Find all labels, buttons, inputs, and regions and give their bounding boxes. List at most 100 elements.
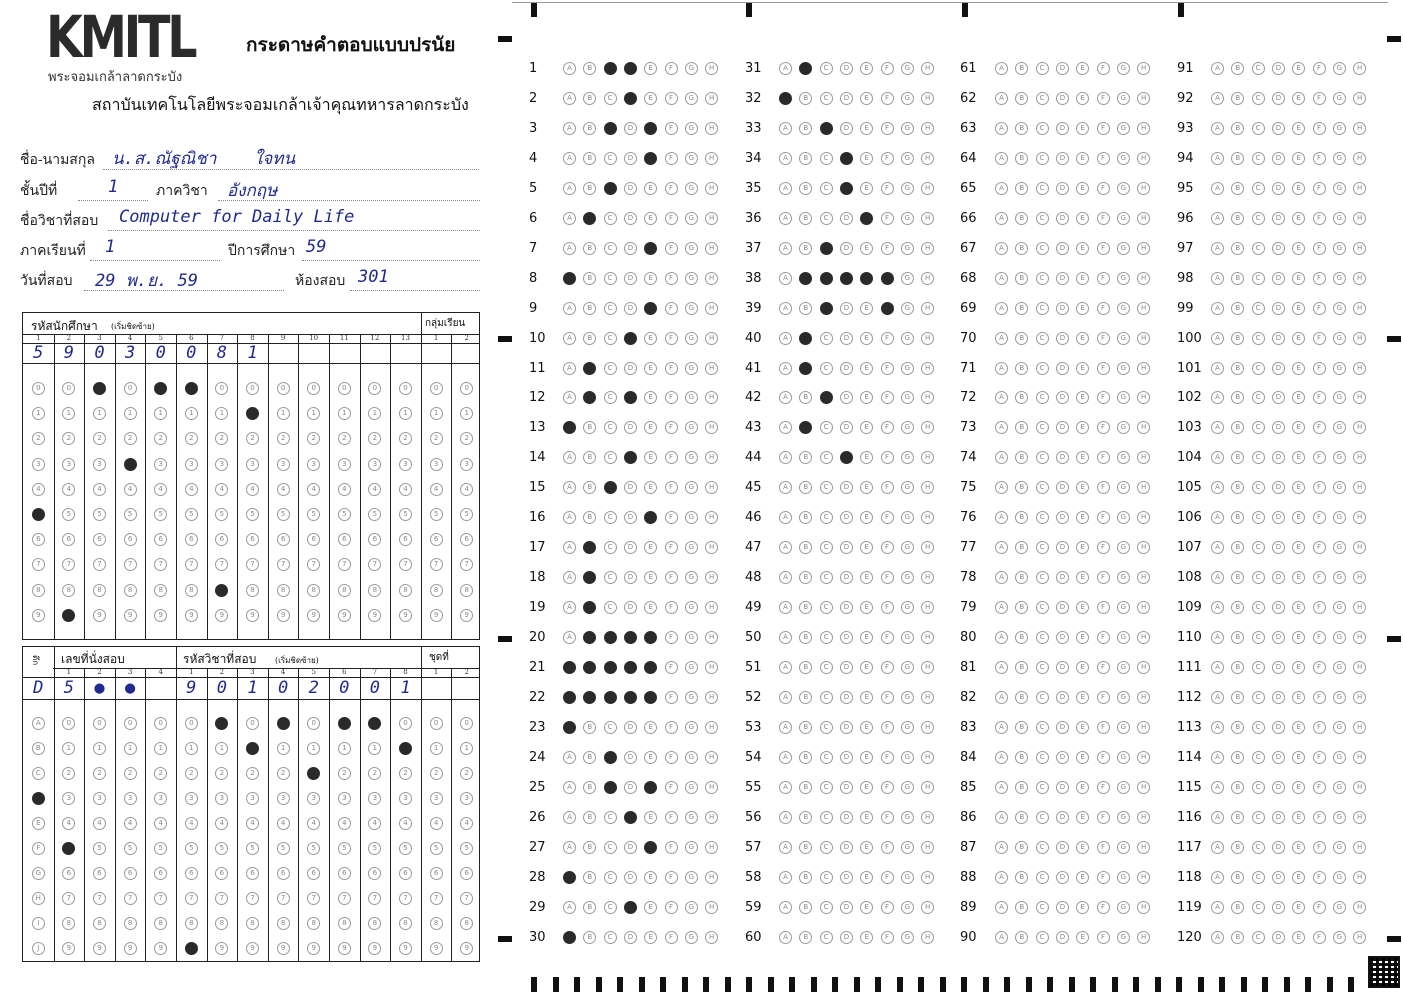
- digit-bubble[interactable]: 4: [460, 482, 474, 496]
- answer-bubble[interactable]: B: [799, 631, 813, 645]
- date-value[interactable]: 29 พ.ย. 59: [95, 271, 199, 291]
- answer-bubble[interactable]: B: [1231, 840, 1245, 854]
- answer-bubble[interactable]: D: [1271, 181, 1285, 195]
- answer-bubble[interactable]: F: [880, 271, 894, 285]
- subject-code-bubble[interactable]: 1: [184, 742, 198, 755]
- answer-bubble[interactable]: A: [779, 421, 792, 435]
- answer-bubble[interactable]: E: [644, 571, 658, 585]
- answer-bubble[interactable]: H: [1353, 930, 1367, 944]
- answer-bubble[interactable]: B: [583, 750, 597, 764]
- answer-bubble[interactable]: E: [644, 62, 658, 75]
- answer-bubble[interactable]: A: [779, 601, 792, 615]
- answer-bubble[interactable]: C: [1251, 571, 1265, 585]
- subject-code-bubble[interactable]: 4: [337, 817, 351, 830]
- student-id-digit[interactable]: 5: [33, 343, 44, 363]
- answer-bubble[interactable]: D: [1271, 62, 1285, 75]
- subject-code-digit[interactable]: 1: [400, 678, 411, 698]
- subject-code-bubble[interactable]: 9: [307, 942, 321, 955]
- answer-bubble[interactable]: G: [1332, 241, 1346, 255]
- answer-bubble[interactable]: F: [1312, 451, 1326, 465]
- answer-bubble[interactable]: H: [1137, 451, 1151, 465]
- answer-bubble[interactable]: D: [623, 121, 637, 135]
- seat-bubble[interactable]: 0: [93, 717, 106, 730]
- answer-bubble[interactable]: H: [1137, 900, 1151, 914]
- answer-bubble[interactable]: G: [1332, 331, 1346, 345]
- answer-bubble[interactable]: E: [644, 451, 658, 465]
- answer-bubble[interactable]: F: [880, 91, 894, 105]
- answer-bubble[interactable]: B: [1015, 900, 1029, 914]
- answer-bubble[interactable]: H: [1137, 571, 1151, 585]
- answer-bubble[interactable]: D: [1271, 930, 1285, 944]
- answer-bubble[interactable]: H: [705, 361, 719, 375]
- digit-bubble[interactable]: 3: [184, 457, 198, 471]
- answer-bubble[interactable]: A: [995, 391, 1008, 405]
- digit-bubble[interactable]: 2: [154, 432, 168, 446]
- answer-bubble[interactable]: A: [1211, 181, 1224, 195]
- digit-bubble[interactable]: 4: [215, 482, 229, 496]
- seat-bubble[interactable]: 8: [62, 917, 76, 930]
- answer-bubble[interactable]: B: [1231, 720, 1245, 734]
- answer-bubble[interactable]: C: [1035, 631, 1049, 645]
- answer-bubble[interactable]: E: [1292, 271, 1306, 285]
- digit-bubble[interactable]: 5: [154, 508, 168, 521]
- answer-bubble[interactable]: C: [603, 241, 617, 255]
- digit-bubble[interactable]: 7: [31, 558, 45, 572]
- answer-bubble[interactable]: B: [1231, 601, 1245, 615]
- set-bubble[interactable]: 3: [429, 792, 443, 805]
- answer-bubble[interactable]: B: [583, 601, 597, 615]
- answer-bubble[interactable]: D: [1055, 810, 1069, 824]
- answer-bubble[interactable]: B: [583, 541, 597, 555]
- answer-bubble[interactable]: C: [1251, 301, 1265, 315]
- digit-bubble[interactable]: 4: [31, 482, 45, 496]
- answer-bubble[interactable]: E: [1292, 331, 1306, 345]
- answer-bubble[interactable]: E: [644, 601, 658, 615]
- answer-bubble[interactable]: H: [1137, 211, 1151, 225]
- digit-bubble[interactable]: 9: [154, 608, 168, 622]
- digit-bubble[interactable]: 5: [337, 508, 351, 521]
- answer-bubble[interactable]: F: [1096, 361, 1110, 375]
- seat-bubble[interactable]: 9: [93, 942, 106, 955]
- answer-bubble[interactable]: D: [839, 421, 853, 435]
- answer-bubble[interactable]: F: [1312, 930, 1326, 944]
- answer-bubble[interactable]: H: [921, 780, 935, 794]
- dept-value[interactable]: อังกฤษ: [227, 181, 278, 201]
- answer-bubble[interactable]: E: [1076, 91, 1090, 105]
- set-bubble[interactable]: 8: [429, 917, 443, 930]
- set-digit[interactable]: [421, 678, 452, 698]
- answer-bubble[interactable]: G: [900, 151, 914, 165]
- answer-bubble[interactable]: H: [921, 91, 935, 105]
- answer-bubble[interactable]: F: [880, 780, 894, 794]
- answer-bubble[interactable]: F: [1096, 810, 1110, 824]
- subject-code-bubble[interactable]: 4: [399, 817, 412, 830]
- answer-bubble[interactable]: G: [1116, 690, 1130, 704]
- answer-bubble[interactable]: H: [1353, 780, 1367, 794]
- answer-bubble[interactable]: C: [819, 151, 833, 165]
- answer-bubble[interactable]: B: [1015, 810, 1029, 824]
- digit-bubble[interactable]: 6: [460, 533, 474, 547]
- answer-bubble[interactable]: E: [1292, 511, 1306, 525]
- answer-bubble[interactable]: H: [1137, 271, 1151, 285]
- answer-bubble[interactable]: F: [1096, 241, 1110, 255]
- subject-code-bubble[interactable]: 9: [276, 942, 290, 955]
- answer-bubble[interactable]: H: [1353, 810, 1367, 824]
- answer-bubble[interactable]: G: [1116, 631, 1130, 645]
- subject-code-bubble[interactable]: 3: [399, 792, 412, 805]
- digit-bubble[interactable]: 2: [429, 432, 443, 446]
- answer-bubble[interactable]: C: [1035, 181, 1049, 195]
- answer-bubble[interactable]: G: [684, 720, 698, 734]
- digit-bubble[interactable]: 6: [215, 533, 229, 547]
- digit-bubble[interactable]: 6: [337, 533, 351, 547]
- answer-bubble[interactable]: B: [1015, 361, 1029, 375]
- answer-bubble[interactable]: F: [664, 661, 678, 674]
- answer-bubble[interactable]: C: [1251, 900, 1265, 914]
- answer-bubble[interactable]: C: [1251, 391, 1265, 405]
- answer-bubble[interactable]: E: [644, 720, 658, 734]
- answer-bubble[interactable]: C: [1251, 840, 1265, 854]
- answer-bubble[interactable]: F: [1312, 181, 1326, 195]
- answer-bubble[interactable]: A: [1211, 451, 1224, 465]
- answer-bubble[interactable]: B: [799, 391, 813, 405]
- digit-bubble[interactable]: 3: [123, 457, 137, 471]
- digit-bubble[interactable]: 8: [429, 583, 443, 597]
- answer-bubble[interactable]: F: [1312, 421, 1326, 435]
- answer-bubble[interactable]: A: [779, 391, 792, 405]
